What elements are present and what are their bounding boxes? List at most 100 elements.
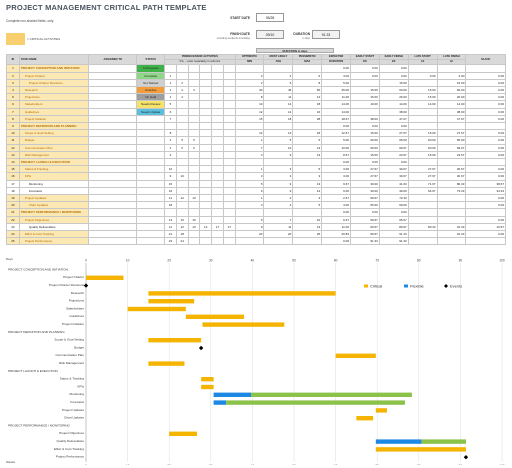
predecessor-cell[interactable]: 17 xyxy=(222,222,236,232)
predecessor-cell[interactable] xyxy=(175,107,189,116)
most-likely-cell[interactable]: 13 xyxy=(263,129,294,138)
predecessor-cell[interactable] xyxy=(222,129,236,138)
pessimistic-cell[interactable]: 6 xyxy=(292,71,323,80)
predecessor-cell[interactable]: 15 xyxy=(164,179,177,188)
pessimistic-cell[interactable]: 13 xyxy=(292,179,323,188)
optimistic-cell[interactable]: 2 xyxy=(234,71,265,80)
assigned-to-cell[interactable] xyxy=(88,129,138,138)
optimistic-cell[interactable]: 1 xyxy=(234,194,265,203)
predecessor-cell[interactable] xyxy=(211,208,224,217)
predecessor-cell[interactable] xyxy=(175,186,189,196)
predecessor-cell[interactable] xyxy=(199,230,213,239)
predecessor-cell[interactable] xyxy=(175,208,189,217)
predecessor-cell[interactable] xyxy=(187,208,201,217)
most-likely-cell[interactable]: 20 xyxy=(263,230,294,239)
table-row[interactable]: 17 Monitoring 15 5 9 13 9.67 30.00 41.00 71.67 80.… xyxy=(6,179,506,188)
most-likely-cell[interactable]: 9 xyxy=(263,186,294,196)
predecessor-cell[interactable] xyxy=(187,150,201,160)
predecessor-cell[interactable] xyxy=(175,179,189,188)
table-row[interactable]: 5 Projections On Hold 1 2 8 11 14 11.00 15.00 26.0… xyxy=(6,93,506,102)
predecessor-cell[interactable] xyxy=(211,150,224,160)
predecessor-cell[interactable] xyxy=(211,165,224,174)
predecessor-cell[interactable] xyxy=(222,194,236,203)
status-cell[interactable] xyxy=(136,230,166,239)
predecessor-cell[interactable] xyxy=(199,186,213,196)
predecessor-cell[interactable] xyxy=(199,107,213,116)
predecessor-cell[interactable] xyxy=(211,201,224,210)
predecessor-cell[interactable] xyxy=(222,230,236,239)
status-cell[interactable] xyxy=(136,222,166,232)
predecessor-cell[interactable] xyxy=(175,150,189,160)
start-date-field[interactable]: 05/28 xyxy=(256,13,284,22)
most-likely-cell[interactable] xyxy=(263,122,294,131)
most-likely-cell[interactable]: 4 xyxy=(263,71,294,80)
predecessor-cell[interactable]: 6 xyxy=(187,143,201,152)
table-row[interactable]: 23 Quality Deliverables 11 12 13 14 17 17 9 11 13 1… xyxy=(6,222,506,232)
predecessor-cell[interactable] xyxy=(187,78,201,88)
task-name-cell[interactable]: Quality Deliverables xyxy=(18,222,90,232)
status-cell[interactable] xyxy=(136,114,166,124)
predecessor-cell[interactable] xyxy=(211,194,224,203)
pessimistic-cell[interactable]: 13 xyxy=(292,222,323,232)
predecessor-cell[interactable] xyxy=(199,122,213,131)
predecessor-cell[interactable]: 18 xyxy=(164,201,177,210)
predecessor-cell[interactable] xyxy=(187,172,201,181)
status-cell[interactable] xyxy=(136,122,166,131)
task-name-cell[interactable]: Risk Management xyxy=(18,150,90,160)
optimistic-cell[interactable]: 12 xyxy=(234,107,265,116)
task-name-cell[interactable]: PROJECT PERFORMANCE / MONITORING xyxy=(18,208,90,217)
most-likely-cell[interactable]: 5 xyxy=(263,78,294,88)
optimistic-cell[interactable]: 2 xyxy=(234,78,265,88)
predecessor-cell[interactable]: 15 xyxy=(175,215,189,224)
most-likely-cell[interactable]: 11 xyxy=(263,93,294,102)
predecessor-cell[interactable] xyxy=(211,114,224,124)
predecessor-cell[interactable] xyxy=(199,114,213,124)
table-row[interactable]: 14 PROJECT LAUNCH & EXECUTION 0.00 0.00 0.00 xyxy=(6,158,506,167)
optimistic-cell[interactable]: 9 xyxy=(234,222,265,232)
predecessor-cell[interactable] xyxy=(222,237,236,246)
predecessor-cell[interactable] xyxy=(211,86,224,95)
predecessor-cell[interactable] xyxy=(211,107,224,116)
pessimistic-cell[interactable] xyxy=(292,64,323,73)
task-name-cell[interactable]: Project Charter xyxy=(18,71,90,80)
predecessor-cell[interactable]: 12 xyxy=(175,194,189,203)
optimistic-cell[interactable]: 6 xyxy=(234,186,265,196)
optimistic-cell[interactable] xyxy=(234,158,265,167)
predecessor-cell[interactable] xyxy=(211,64,224,73)
task-name-cell[interactable]: Projections xyxy=(18,93,90,102)
predecessor-cell[interactable]: 8 xyxy=(164,129,177,138)
predecessor-cell[interactable]: 1 xyxy=(164,78,177,88)
most-likely-cell[interactable] xyxy=(263,237,294,246)
status-cell[interactable] xyxy=(136,208,166,217)
most-likely-cell[interactable]: 3 xyxy=(263,172,294,181)
predecessor-cell[interactable] xyxy=(187,237,201,246)
predecessor-cell[interactable] xyxy=(164,64,177,73)
pessimistic-cell[interactable]: 8 xyxy=(292,78,323,88)
optimistic-cell[interactable]: 8 xyxy=(234,93,265,102)
assigned-to-cell[interactable] xyxy=(88,78,138,88)
predecessor-cell[interactable] xyxy=(175,64,189,73)
predecessor-cell[interactable] xyxy=(211,215,224,224)
predecessor-cell[interactable] xyxy=(222,100,236,109)
predecessor-cell[interactable] xyxy=(222,122,236,131)
assigned-to-cell[interactable] xyxy=(88,208,138,217)
table-row[interactable]: 12 Communication Plan 4 5 6 7 10 13 10.00 60.00 69… xyxy=(6,143,506,152)
predecessor-cell[interactable] xyxy=(187,158,201,167)
pessimistic-cell[interactable]: 13 xyxy=(292,143,323,152)
predecessor-cell[interactable]: 4 xyxy=(164,143,177,152)
status-cell[interactable] xyxy=(136,215,166,224)
predecessor-cell[interactable]: 13 xyxy=(187,222,201,232)
predecessor-cell[interactable] xyxy=(187,100,201,109)
task-name-cell[interactable]: PROJECT LAUNCH & EXECUTION xyxy=(18,158,90,167)
status-cell[interactable] xyxy=(136,165,166,174)
predecessor-cell[interactable] xyxy=(187,64,201,73)
pessimistic-cell[interactable]: 3 xyxy=(292,172,323,181)
predecessor-cell[interactable]: 5 xyxy=(175,143,189,152)
predecessor-cell[interactable] xyxy=(222,172,236,181)
predecessor-cell[interactable]: 12 xyxy=(175,222,189,232)
most-likely-cell[interactable]: 3 xyxy=(263,165,294,174)
predecessor-cell[interactable] xyxy=(175,122,189,131)
status-cell[interactable]: In Progress xyxy=(136,64,166,73)
status-cell[interactable] xyxy=(136,194,166,203)
predecessor-cell[interactable]: 7 xyxy=(164,114,177,124)
